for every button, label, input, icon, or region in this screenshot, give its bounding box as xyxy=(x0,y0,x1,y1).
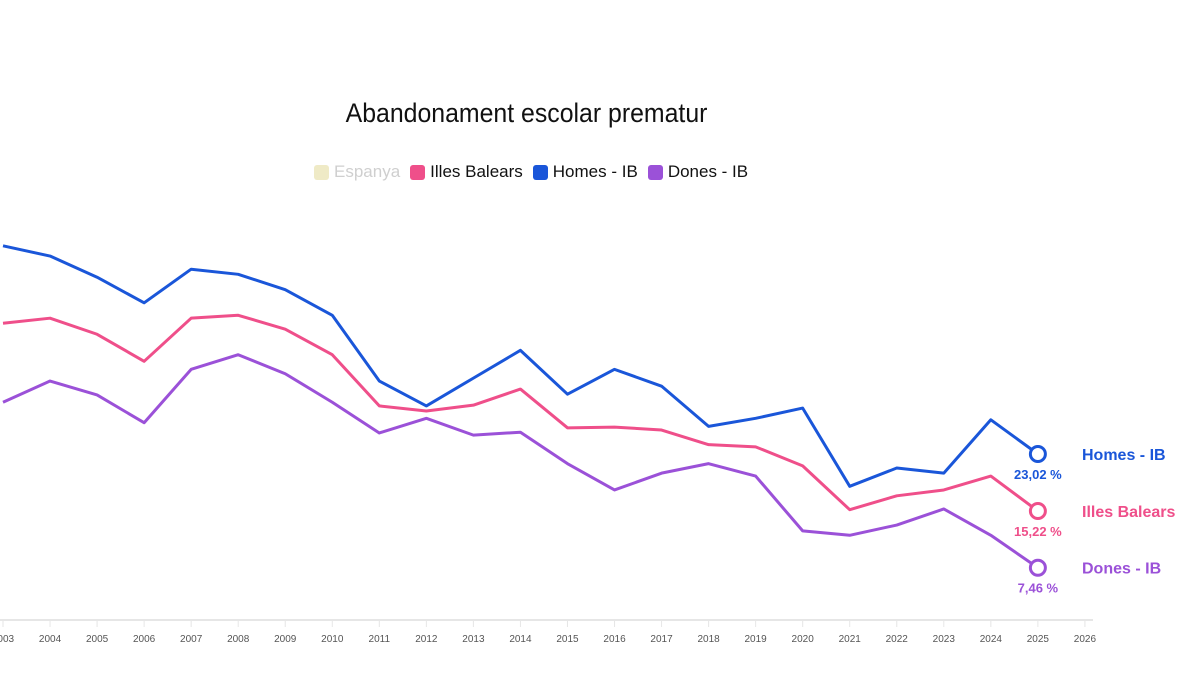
series-end-name: Illes Balears xyxy=(1082,504,1176,521)
series-line-homes-ib xyxy=(2,244,1039,488)
x-tick-label: 2022 xyxy=(886,634,909,645)
x-tick-label: 2007 xyxy=(180,634,203,645)
legend-swatch xyxy=(532,164,548,180)
x-tick-label: 2026 xyxy=(1074,634,1097,645)
x-tick-label: 2023 xyxy=(933,634,956,645)
legend-swatch xyxy=(647,164,663,180)
end-value-label: 23,02 % xyxy=(1014,467,1062,482)
chart-title: Abandonament escolar prematur xyxy=(345,98,708,128)
end-point-marker[interactable] xyxy=(1028,558,1047,577)
end-point-marker[interactable] xyxy=(1028,445,1047,463)
x-tick-label: 2018 xyxy=(697,634,720,645)
x-tick-label: 2025 xyxy=(1027,634,1050,645)
end-value-label: 15,22 % xyxy=(1014,524,1062,539)
x-tick-label: 2011 xyxy=(369,634,391,645)
legend-item-illes-balears[interactable]: Illes Balears xyxy=(410,162,523,182)
x-tick-label: 2004 xyxy=(39,634,62,645)
legend-label: Homes - IB xyxy=(552,162,638,181)
series-line-illes-balears xyxy=(2,313,1039,513)
legend-swatch xyxy=(410,164,426,180)
end-value-label: 7,46 % xyxy=(1018,581,1059,596)
x-tick-label: 2003 xyxy=(0,634,15,645)
x-tick-label: 2017 xyxy=(650,634,673,645)
legend-label: Illes Balears xyxy=(430,162,523,181)
x-tick-label: 2006 xyxy=(133,634,156,645)
series-end-name: Dones - IB xyxy=(1082,561,1161,578)
x-tick-label: 2016 xyxy=(603,634,626,645)
series-end-name: Homes - IB xyxy=(1082,447,1166,464)
x-tick-label: 2013 xyxy=(462,634,485,645)
legend-swatch xyxy=(314,164,329,180)
series-line-dones-ib xyxy=(2,353,1039,569)
legend-label: Dones - IB xyxy=(667,162,749,181)
x-tick-label: 2024 xyxy=(980,634,1003,645)
legend: Espanya Illes Balears Homes - IB Dones - IB xyxy=(314,162,748,182)
x-tick-label: 2014 xyxy=(509,634,532,645)
legend-item-homes-ib[interactable]: Homes - IB xyxy=(532,162,638,182)
x-tick-label: 2021 xyxy=(839,634,862,645)
legend-item-dones-ib[interactable]: Dones - IB xyxy=(647,162,749,182)
x-tick-label: 2015 xyxy=(556,634,579,645)
legend-item-espanya[interactable]: Espanya xyxy=(314,162,400,182)
x-tick-label: 2005 xyxy=(86,634,109,645)
x-tick-label: 2012 xyxy=(415,634,438,645)
x-tick-label: 2008 xyxy=(227,634,250,645)
legend-label: Espanya xyxy=(334,162,401,181)
end-point-marker[interactable] xyxy=(1028,502,1047,521)
x-tick-label: 2019 xyxy=(745,634,768,645)
x-tick-label: 2010 xyxy=(321,634,344,645)
x-tick-label: 2009 xyxy=(274,634,297,645)
x-tick-label: 2020 xyxy=(792,634,815,645)
